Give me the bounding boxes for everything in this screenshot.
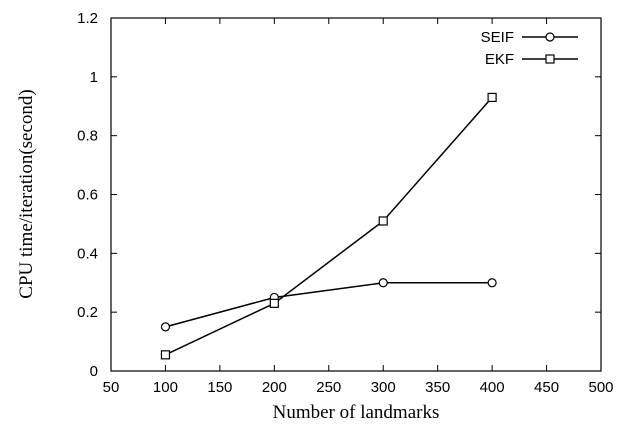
series-seif-line (165, 282, 493, 328)
y-tick-label: 0 (90, 363, 98, 380)
y-tick-label: 0.6 (77, 187, 98, 204)
x-tick-label: 500 (588, 379, 613, 396)
legend-marker-ekf (545, 54, 555, 64)
y-tick-label: 0.2 (77, 304, 98, 321)
series-ekf-point (269, 298, 279, 308)
y-tick-label: 1 (90, 69, 98, 86)
x-tick-label: 400 (480, 379, 505, 396)
series-seif-point (378, 278, 388, 288)
y-tick-label: 1.2 (77, 10, 98, 27)
x-tick-label: 150 (207, 379, 232, 396)
y-axis-label: CPU time/iteration(second) (16, 89, 37, 298)
y-tick-label: 0.4 (77, 245, 98, 262)
series-ekf-line (165, 96, 493, 356)
x-tick-label: 250 (316, 379, 341, 396)
series-ekf (160, 92, 497, 360)
plot-area (110, 17, 602, 372)
x-tick-label: 50 (103, 379, 120, 396)
series-seif-point (487, 278, 497, 288)
series-ekf-point (487, 92, 497, 103)
series-seif (160, 278, 497, 332)
x-tick-label: 100 (153, 379, 178, 396)
legend-label-ekf: EKF (485, 51, 514, 68)
y-tick-label: 0.8 (77, 128, 98, 145)
series-ekf-point (160, 350, 171, 360)
x-tick-label: 350 (425, 379, 450, 396)
x-tick-label: 450 (534, 379, 559, 396)
series-layer (160, 92, 497, 360)
series-ekf-point (378, 216, 388, 226)
x-tick-label: 200 (262, 379, 287, 396)
x-tick-label: 300 (371, 379, 396, 396)
x-axis-label: Number of landmarks (273, 402, 440, 423)
axis-ticks: 50 100 150 200 250 300 350 400 450 500 0 0.2 0.4 0.6 0… (77, 10, 613, 396)
series-seif-point (160, 322, 171, 332)
legend-marker-seif (545, 32, 555, 42)
legend: SEIF EKF (481, 29, 578, 68)
legend-label-seif: SEIF (481, 29, 514, 46)
